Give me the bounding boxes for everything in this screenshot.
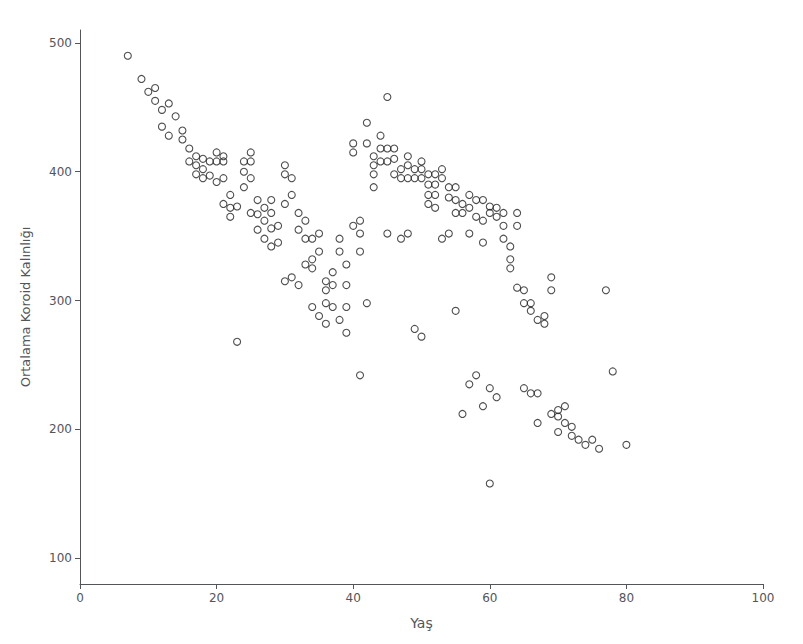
svg-text:40: 40: [346, 591, 361, 605]
svg-text:Yaş: Yaş: [409, 615, 433, 631]
svg-text:200: 200: [49, 422, 72, 436]
svg-text:80: 80: [619, 591, 634, 605]
svg-text:0: 0: [76, 591, 84, 605]
svg-text:500: 500: [49, 36, 72, 50]
svg-text:300: 300: [49, 294, 72, 308]
svg-text:100: 100: [49, 551, 72, 565]
svg-text:20: 20: [209, 591, 224, 605]
svg-text:60: 60: [482, 591, 497, 605]
svg-text:100: 100: [752, 591, 775, 605]
svg-text:Ortalama Koroid Kalınlığı: Ortalama Koroid Kalınlığı: [18, 227, 33, 388]
svg-text:400: 400: [49, 165, 72, 179]
